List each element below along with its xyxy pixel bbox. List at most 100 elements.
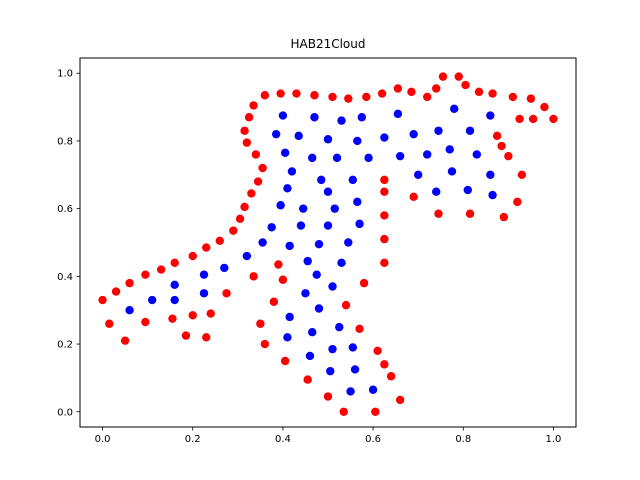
data-point xyxy=(393,84,403,93)
data-point xyxy=(438,72,448,81)
data-point xyxy=(395,395,405,405)
x-tick-label: 0.6 xyxy=(365,434,381,445)
data-point xyxy=(445,145,454,154)
data-point xyxy=(269,297,279,306)
x-tick-label: 1.0 xyxy=(546,434,562,445)
data-point xyxy=(156,265,166,274)
data-point xyxy=(242,138,252,147)
data-point xyxy=(474,87,484,97)
data-point xyxy=(253,177,263,186)
data-point xyxy=(296,221,306,230)
data-point xyxy=(258,238,267,247)
data-point xyxy=(393,109,403,119)
data-point xyxy=(215,236,224,246)
data-point xyxy=(395,151,405,161)
data-point xyxy=(339,407,348,416)
data-point xyxy=(377,89,387,98)
data-point xyxy=(287,167,297,176)
data-point xyxy=(465,126,475,135)
data-point xyxy=(362,92,371,102)
data-point xyxy=(517,170,527,179)
data-point xyxy=(220,263,229,273)
data-point xyxy=(497,141,506,151)
data-point xyxy=(317,175,326,185)
data-point xyxy=(337,258,346,268)
data-point xyxy=(368,385,378,394)
data-point xyxy=(492,131,502,141)
data-point xyxy=(249,272,258,281)
y-tick-label: 0.2 xyxy=(57,340,73,351)
data-point xyxy=(432,84,441,93)
data-point xyxy=(337,116,346,125)
data-point xyxy=(310,113,319,122)
y-tick-label: 0.6 xyxy=(57,204,73,215)
data-point xyxy=(465,209,475,218)
data-point xyxy=(308,328,317,337)
data-point xyxy=(499,212,509,222)
data-point xyxy=(409,192,418,201)
data-point xyxy=(240,202,249,212)
data-point xyxy=(486,170,495,179)
data-point xyxy=(222,289,231,298)
data-point xyxy=(244,113,254,122)
data-point xyxy=(380,234,389,244)
data-point xyxy=(434,209,443,218)
data-point xyxy=(280,148,290,157)
data-point xyxy=(413,170,423,179)
data-point xyxy=(301,289,310,298)
data-point xyxy=(292,89,301,98)
data-point xyxy=(125,306,134,315)
data-point xyxy=(247,189,256,198)
data-point xyxy=(380,187,389,196)
y-tick-label: 0.4 xyxy=(57,272,73,283)
data-point xyxy=(328,92,337,102)
data-point xyxy=(170,280,179,290)
data-point xyxy=(105,319,114,328)
data-point xyxy=(120,336,130,345)
data-point xyxy=(323,221,333,230)
data-point xyxy=(373,346,382,356)
data-point xyxy=(271,129,281,139)
data-point xyxy=(308,153,317,163)
data-point xyxy=(330,204,339,213)
data-point xyxy=(344,238,353,247)
data-point xyxy=(260,339,270,349)
data-point xyxy=(486,111,495,120)
chart-title: HAB21Cloud xyxy=(290,37,365,51)
data-point xyxy=(355,324,364,334)
data-point xyxy=(328,282,337,291)
data-point xyxy=(454,72,463,81)
data-point xyxy=(199,270,209,279)
data-points xyxy=(98,72,558,416)
data-point xyxy=(348,343,357,352)
data-point xyxy=(303,375,312,384)
data-point xyxy=(515,114,524,124)
data-point xyxy=(432,187,441,196)
data-point xyxy=(380,360,389,369)
data-point xyxy=(526,94,536,103)
data-point xyxy=(359,278,369,288)
data-point xyxy=(423,150,432,159)
y-tick-label: 0.8 xyxy=(57,136,73,147)
data-point xyxy=(285,241,294,251)
data-point xyxy=(344,94,353,103)
data-point xyxy=(276,201,285,210)
data-point xyxy=(350,365,360,374)
data-point xyxy=(249,101,258,110)
data-point xyxy=(409,129,418,139)
data-point xyxy=(314,239,324,249)
plot-frame xyxy=(79,57,577,428)
data-point xyxy=(450,104,459,113)
data-point xyxy=(328,344,337,354)
y-tick-label: 0.0 xyxy=(57,407,73,418)
data-point xyxy=(202,333,211,342)
data-point xyxy=(380,175,389,185)
data-point xyxy=(278,275,288,284)
data-point xyxy=(549,114,558,124)
data-point xyxy=(168,314,177,323)
data-point xyxy=(299,204,308,213)
data-point xyxy=(540,102,549,112)
data-point xyxy=(141,317,150,327)
data-point xyxy=(461,80,470,90)
